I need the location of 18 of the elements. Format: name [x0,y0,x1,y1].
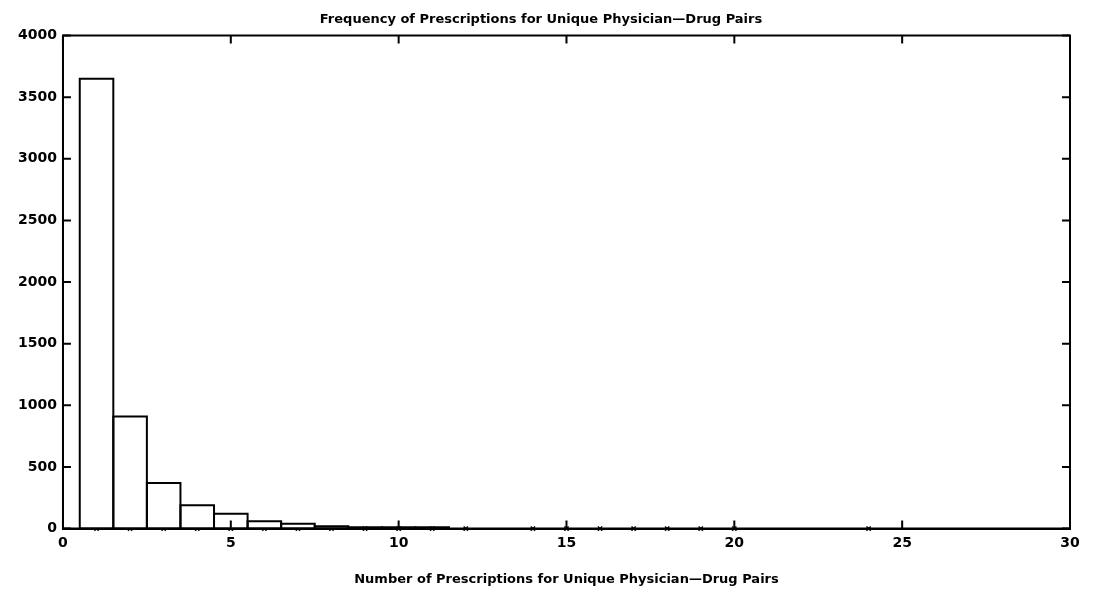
x-tick-label: 20 [724,533,745,550]
x-tick-label: 25 [892,533,912,550]
y-tick-label: 3500 [18,87,58,104]
x-tick-label: 0 [58,533,69,550]
y-tick-label: 1000 [18,395,58,412]
x-tick-label: 5 [225,533,236,550]
x-tick-label: 10 [388,533,409,550]
y-tick-label: 500 [27,457,58,474]
y-tick-label: 2000 [18,272,58,289]
x-axis-title: Number of Prescriptions for Unique Physician—Drug Pairs [354,570,779,586]
y-tick-label: 2500 [18,211,58,228]
y-tick-label: 3000 [18,149,58,166]
chart-title: Frequency of Prescriptions for Unique Physician—Drug Pairs [319,11,763,27]
x-tick-label: 15 [556,533,577,550]
y-tick-label: 4000 [18,26,58,43]
x-tick-label: 30 [1060,533,1080,550]
y-tick-label: 1500 [18,334,58,351]
y-tick-label: 0 [47,519,58,536]
